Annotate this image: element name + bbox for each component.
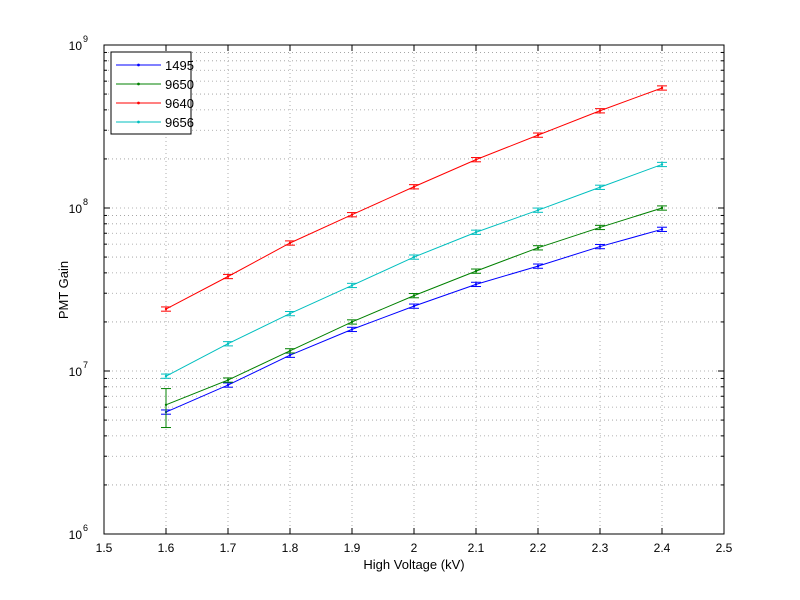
- data-point: [536, 208, 540, 212]
- y-tick-label: 10 6: [69, 523, 88, 542]
- ticks: [103, 44, 725, 535]
- y-tick-label-base: 10: [69, 528, 83, 542]
- legend-marker: [137, 82, 140, 86]
- data-point: [226, 383, 230, 387]
- data-point: [660, 228, 664, 231]
- grid: [104, 45, 724, 534]
- x-tick-label: 1.9: [344, 541, 361, 555]
- x-tick-label: 2.3: [592, 541, 609, 555]
- y-tick-label-exponent: 6: [83, 523, 88, 533]
- series-9656: [161, 161, 667, 379]
- data-point: [598, 109, 602, 112]
- y-tick-label-exponent: 7: [83, 360, 88, 370]
- y-tick-label-exponent: 9: [83, 34, 88, 44]
- data-point: [536, 133, 540, 137]
- data-point: [350, 328, 354, 331]
- x-tick-label: 1.8: [282, 541, 299, 555]
- data-point: [226, 342, 230, 345]
- data-point: [350, 213, 354, 216]
- y-axis-title: PMT Gain: [56, 261, 71, 319]
- data-point: [412, 185, 416, 188]
- y-tick-label-base: 10: [69, 365, 83, 379]
- legend-marker: [137, 63, 140, 67]
- series-layer: [161, 85, 667, 429]
- legend-item: 9656: [116, 115, 194, 130]
- data-point: [598, 245, 602, 248]
- x-tick-label: 1.5: [96, 541, 113, 555]
- legend-label: 1495: [165, 58, 194, 73]
- data-point: [474, 269, 478, 273]
- x-tick-label: 2.2: [530, 541, 547, 555]
- data-point: [164, 374, 168, 378]
- data-point: [226, 275, 230, 278]
- x-tick-label: 2: [411, 541, 418, 555]
- data-point: [660, 206, 664, 210]
- x-tick-label: 1.7: [220, 541, 237, 555]
- data-point: [660, 163, 664, 166]
- data-point: [412, 304, 416, 308]
- data-point: [288, 354, 292, 357]
- data-point: [288, 349, 292, 353]
- legend-label: 9656: [165, 115, 194, 130]
- y-tick-label: 10 7: [69, 360, 88, 379]
- data-point: [164, 307, 168, 311]
- y-tick-label-base: 10: [69, 202, 83, 216]
- y-tick-label-base: 10: [69, 39, 83, 53]
- y-tick-label-exponent: 8: [83, 197, 88, 207]
- legend-marker: [137, 120, 140, 124]
- data-point: [164, 403, 168, 407]
- x-tick-label: 2.1: [468, 541, 485, 555]
- legend-label: 9650: [165, 77, 194, 92]
- x-tick-label: 2.5: [716, 541, 733, 555]
- data-point: [226, 378, 230, 382]
- data-point: [598, 186, 602, 189]
- x-tick-label: 2.4: [654, 541, 671, 555]
- legend-label: 9640: [165, 96, 194, 111]
- x-tick-label: 1.6: [158, 541, 175, 555]
- data-point: [288, 241, 292, 245]
- legend-item: 9650: [116, 77, 194, 92]
- y-tick-label: 10 8: [69, 197, 88, 216]
- data-point: [660, 86, 664, 90]
- x-axis-title: High Voltage (kV): [363, 557, 464, 572]
- data-point: [412, 294, 416, 297]
- data-point: [350, 284, 354, 287]
- data-point: [474, 158, 478, 161]
- data-point: [474, 231, 478, 234]
- data-point: [474, 283, 478, 286]
- legend-item: 1495: [116, 58, 194, 73]
- legend: 1495 9650 9640 9656: [110, 51, 194, 135]
- data-point: [412, 255, 416, 259]
- legend-item: 9640: [116, 96, 194, 111]
- y-tick-label: 10 9: [69, 34, 88, 53]
- legend-box: [110, 51, 192, 135]
- series-1495: [161, 226, 667, 415]
- data-point: [350, 320, 354, 324]
- legend-marker: [137, 101, 140, 105]
- data-point: [598, 226, 602, 229]
- series-9640: [161, 85, 667, 312]
- data-point: [288, 312, 292, 315]
- data-point: [536, 246, 540, 249]
- data-point: [536, 264, 540, 268]
- series-9650: [161, 205, 667, 429]
